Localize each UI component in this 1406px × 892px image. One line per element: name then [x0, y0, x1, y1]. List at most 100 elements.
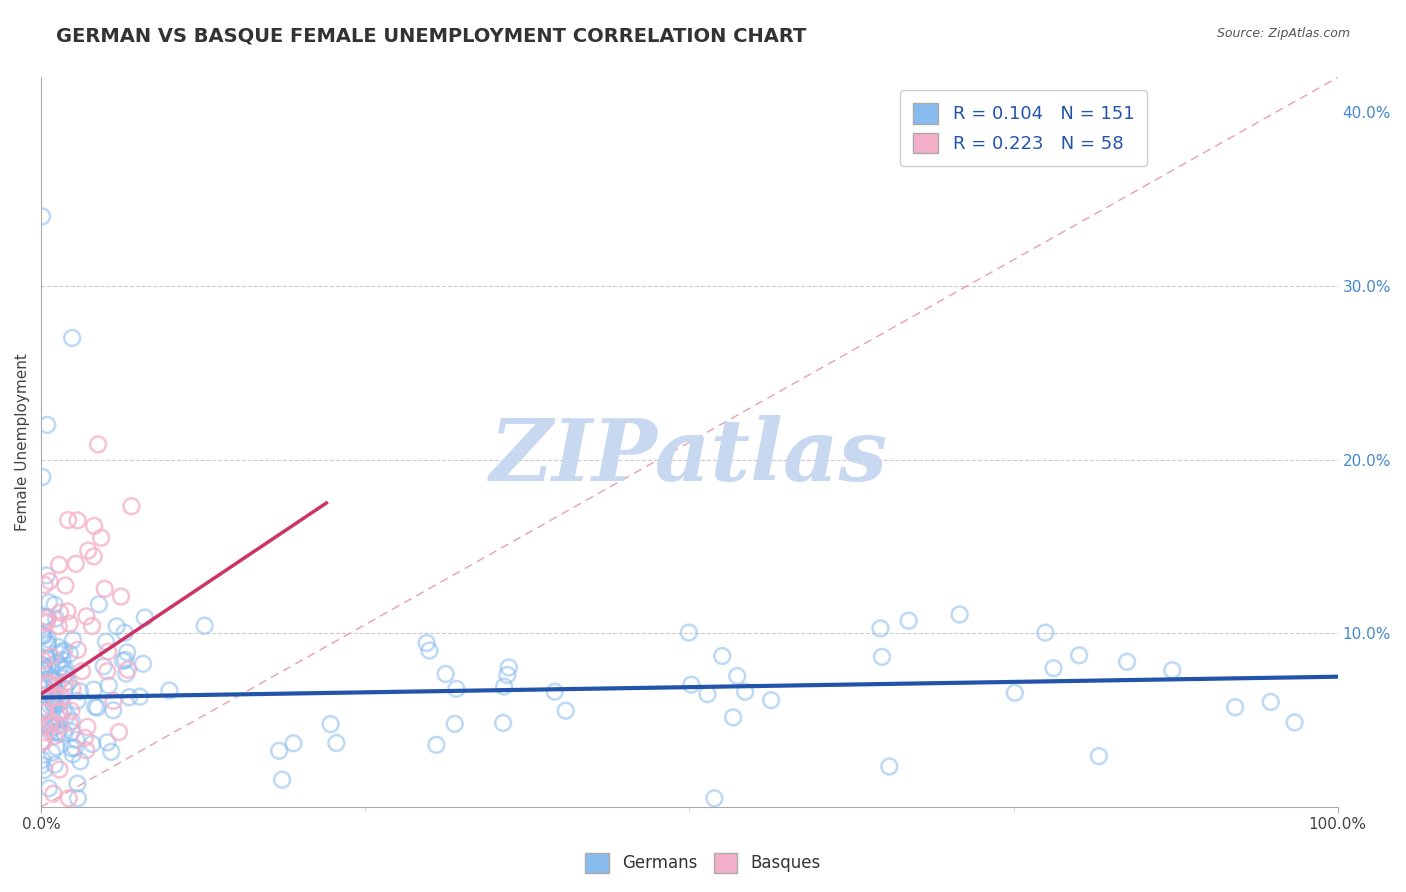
Point [70, 664, 93, 678]
Point [34, 719, 56, 733]
Point [55, 662, 77, 676]
Point [34, 673, 56, 687]
Point [87, 437, 110, 451]
Point [52, 662, 75, 676]
Point [721, 710, 744, 724]
Point [59, 616, 82, 631]
Point [118, 690, 141, 705]
Point [134, 610, 156, 624]
Point [1069, 648, 1091, 663]
Point [319, 717, 342, 731]
Point [94, 634, 117, 648]
Point [66, 694, 89, 708]
Point [42, 673, 65, 687]
Point [37, 611, 59, 625]
Point [49, 606, 72, 620]
Point [114, 625, 136, 640]
Point [51, 690, 73, 704]
Point [105, 619, 128, 633]
Point [48, 705, 70, 719]
Point [96, 735, 118, 749]
Point [434, 667, 457, 681]
Point [117, 663, 139, 677]
Point [1004, 686, 1026, 700]
Point [56, 604, 79, 618]
Point [83, 682, 105, 697]
Point [48, 696, 70, 710]
Point [897, 614, 920, 628]
Point [34, 578, 56, 592]
Point [35, 725, 58, 739]
Point [55, 578, 77, 592]
Point [31, 674, 53, 689]
Point [53, 675, 76, 690]
Point [87, 598, 110, 612]
Point [194, 619, 217, 633]
Point [31, 734, 53, 748]
Point [62, 681, 84, 696]
Point [73, 731, 96, 745]
Point [31, 663, 53, 677]
Point [48, 718, 70, 732]
Point [53, 726, 76, 740]
Legend: R = 0.104   N = 151, R = 0.223   N = 58: R = 0.104 N = 151, R = 0.223 N = 58 [900, 90, 1147, 166]
Point [56, 513, 79, 527]
Point [60, 724, 83, 739]
Point [49, 706, 72, 721]
Point [38, 595, 60, 609]
Point [49, 645, 72, 659]
Point [45, 694, 67, 708]
Point [39, 714, 62, 728]
Point [554, 704, 576, 718]
Point [55, 667, 77, 681]
Point [696, 687, 718, 701]
Point [759, 693, 782, 707]
Text: GERMAN VS BASQUE FEMALE UNEMPLOYMENT CORRELATION CHART: GERMAN VS BASQUE FEMALE UNEMPLOYMENT COR… [56, 27, 807, 45]
Point [1260, 695, 1282, 709]
Point [103, 694, 125, 708]
Point [37, 632, 59, 647]
Point [65, 557, 87, 571]
Point [42, 713, 65, 727]
Point [418, 643, 440, 657]
Point [45, 686, 67, 700]
Point [62, 632, 84, 647]
Point [77, 543, 100, 558]
Point [49, 660, 72, 674]
Point [39, 649, 62, 664]
Point [34, 615, 56, 629]
Point [46, 656, 69, 670]
Point [84, 699, 107, 714]
Point [60, 704, 83, 718]
Point [415, 636, 437, 650]
Point [65, 733, 87, 747]
Point [59, 647, 82, 661]
Point [37, 636, 59, 650]
Point [58, 791, 80, 805]
Point [44, 757, 66, 772]
Point [31, 661, 53, 675]
Point [45, 740, 67, 755]
Point [35, 610, 58, 624]
Point [44, 673, 66, 688]
Point [38, 718, 60, 732]
Point [544, 684, 567, 698]
Point [114, 653, 136, 667]
Point [93, 659, 115, 673]
Point [34, 705, 56, 719]
Point [90, 531, 112, 545]
Point [443, 717, 465, 731]
Point [271, 772, 294, 787]
Point [46, 678, 69, 692]
Point [76, 720, 98, 734]
Point [870, 649, 893, 664]
Point [41, 658, 63, 673]
Point [66, 513, 89, 527]
Point [48, 763, 70, 777]
Point [283, 736, 305, 750]
Point [42, 698, 65, 712]
Point [45, 611, 67, 625]
Point [32, 735, 55, 749]
Point [128, 690, 150, 704]
Point [115, 666, 138, 681]
